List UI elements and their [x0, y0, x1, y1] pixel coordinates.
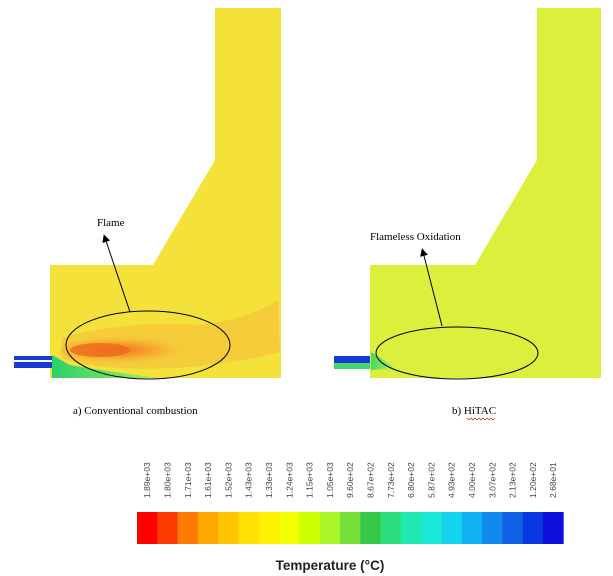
- furnace-contour-hitac: [370, 8, 601, 378]
- colorbar-cell: [522, 512, 544, 544]
- flame-spot: [70, 343, 130, 357]
- colorbar-tick-label: 4.93e+02: [447, 462, 457, 498]
- inlet-jet: [52, 355, 160, 378]
- colorbar-cell: [279, 512, 300, 544]
- colorbar-cell: [543, 512, 564, 544]
- caption-hitac: b) HiTAC: [452, 405, 496, 417]
- flame-label: Flame: [97, 217, 125, 229]
- colorbar-tick-label: 1.71e+03: [183, 462, 193, 498]
- colorbar-cell: [400, 512, 422, 544]
- colorbar-tick-label: 6.80e+02: [406, 462, 416, 498]
- colorbar-cell: [177, 512, 199, 544]
- colorbar-cell: [441, 512, 463, 544]
- colorbar-tick-label: 1.43e+03: [244, 462, 254, 498]
- colorbar-cell: [461, 512, 483, 544]
- colorbar-cell: [360, 512, 381, 544]
- colorbar-cell: [299, 512, 321, 544]
- colorbar-tick-label: 9.60e+02: [345, 462, 355, 498]
- furnace-contour-conventional: [50, 8, 281, 378]
- colorbar-tick-label: 1.20e+02: [528, 462, 538, 498]
- colorbar-cell: [238, 512, 260, 544]
- colorbar-cell: [157, 512, 178, 544]
- colorbar-tick-label: 1.24e+03: [284, 462, 294, 498]
- colorbar-tick-label: 1.80e+03: [163, 462, 173, 498]
- colorbar-tick-label: 1.33e+03: [264, 462, 274, 498]
- colorbar-tick-label: 3.07e+02: [487, 462, 497, 498]
- colorbar-cell: [319, 512, 341, 544]
- fuel-inlet-pipe: [334, 356, 370, 363]
- colorbar-cell: [380, 512, 402, 544]
- colorbar-tick-label: 7.73e+02: [386, 462, 396, 498]
- colorbar-tick-label: 2.13e+02: [508, 462, 518, 498]
- colorbar-tick-label: 2.68e+01: [548, 462, 558, 498]
- colorbar-tick-label: 1.52e+03: [223, 462, 233, 498]
- temperature-colorbar: 1.89e+03 1.80e+03 1.71e+03 1.61e+03 1.52e+03…: [137, 462, 564, 573]
- right-panel: Flameless Oxidation b) HiTAC: [334, 8, 601, 421]
- colorbar-tick-labels: 1.89e+03 1.80e+03 1.71e+03 1.61e+03 1.52e+03…: [142, 462, 558, 498]
- colorbar-tick-label: 1.05e+03: [325, 462, 335, 498]
- colorbar-tick-label: 1.89e+03: [142, 462, 152, 498]
- air-inlet-stream: [334, 363, 370, 369]
- colorbar-cell: [258, 512, 280, 544]
- colorbar-tick-label: 1.61e+03: [203, 462, 213, 498]
- colorbar-cell: [482, 512, 503, 544]
- spellcheck-underline: [466, 417, 496, 421]
- colorbar-cells: [137, 512, 564, 544]
- colorbar-cell: [340, 512, 361, 544]
- colorbar-cell: [218, 512, 239, 544]
- colorbar-cell: [421, 512, 442, 544]
- colorbar-tick-label: 5.87e+02: [426, 462, 436, 498]
- colorbar-cell: [137, 512, 158, 544]
- colorbar-cell: [502, 512, 524, 544]
- colorbar-tick-label: 4.00e+02: [467, 462, 477, 498]
- left-panel: Flame a) Conventional combustion: [14, 8, 281, 417]
- inlet-pipe-highlight: [14, 360, 52, 362]
- oxidation-ellipse: [375, 326, 539, 380]
- flameless-oxidation-label: Flameless Oxidation: [370, 231, 461, 243]
- oxidation-arrow: [420, 248, 443, 327]
- colorbar-cell: [197, 512, 219, 544]
- colorbar-title: Temperature (°C): [276, 558, 385, 573]
- colorbar-tick-label: 8.67e+02: [365, 462, 375, 498]
- colorbar-tick-label: 1.15e+03: [305, 462, 315, 498]
- flame-arrow: [102, 234, 131, 313]
- caption-conventional: a) Conventional combustion: [73, 405, 198, 417]
- flame-ellipse: [65, 310, 231, 380]
